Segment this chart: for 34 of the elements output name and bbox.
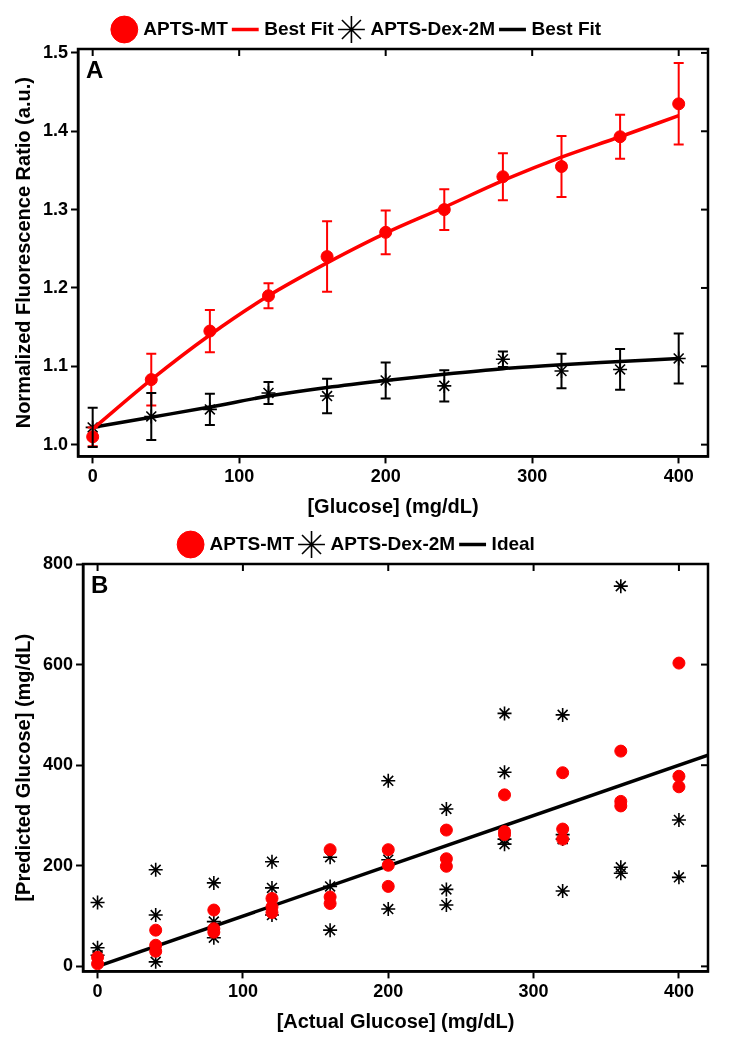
y-axis-title: [Predicted Glucose] (mg/dL)	[11, 633, 34, 902]
y-tick-label: 1.2	[42, 276, 69, 297]
y-tick-label: 600	[42, 653, 74, 674]
y-tick-label: 200	[42, 854, 74, 875]
y-tick-label: 1.5	[42, 41, 69, 62]
annotation: A	[86, 55, 104, 83]
legend-label: APTS-Dex-2M	[330, 532, 456, 554]
y-axis-title: Normalized Fluorescence Ratio (a.u.)	[11, 77, 34, 429]
legend-label: APTS-Dex-2M	[370, 17, 496, 39]
y-tick-label: 1.1	[42, 355, 69, 376]
x-tick-label: 0	[92, 981, 103, 1002]
x-tick-label: 300	[517, 466, 548, 487]
x-tick-label: 100	[227, 981, 258, 1002]
x-tick-label: 100	[224, 466, 255, 487]
legend-label: APTS-MT	[209, 532, 295, 554]
y-tick-label: 1.4	[42, 120, 69, 141]
x-tick-label: 400	[663, 981, 694, 1002]
x-axis-title: [Actual Glucose] (mg/dL)	[276, 1009, 515, 1032]
annotation: B	[91, 570, 109, 598]
x-tick-label: 200	[370, 466, 401, 487]
y-tick-label: 0	[63, 955, 74, 976]
y-tick-label: 1.3	[42, 198, 69, 219]
x-tick-label: 400	[663, 466, 694, 487]
x-tick-label: 0	[87, 466, 98, 487]
y-tick-label: 1.0	[42, 433, 69, 454]
y-tick-label: 400	[42, 754, 74, 775]
y-tick-label: 800	[42, 552, 74, 573]
x-axis-title: [Glucose] (mg/dL)	[307, 494, 479, 517]
legend-label: Ideal	[491, 532, 535, 554]
x-tick-label: 200	[373, 981, 404, 1002]
legend-label: APTS-MT	[143, 17, 229, 39]
legend-label: Best Fit	[264, 17, 335, 39]
x-tick-label: 300	[518, 981, 549, 1002]
legend-label: Best Fit	[531, 17, 602, 39]
